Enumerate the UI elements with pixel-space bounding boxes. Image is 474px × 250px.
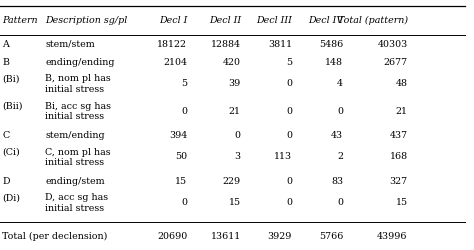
Text: ending/stem: ending/stem	[45, 177, 105, 186]
Text: 2: 2	[337, 152, 343, 161]
Text: 12884: 12884	[211, 40, 241, 48]
Text: C, nom pl has: C, nom pl has	[45, 148, 110, 157]
Text: 15: 15	[228, 198, 241, 207]
Text: 0: 0	[286, 79, 292, 88]
Text: Pattern: Pattern	[2, 16, 38, 25]
Text: 5486: 5486	[319, 40, 343, 48]
Text: 0: 0	[181, 106, 187, 116]
Text: 3811: 3811	[268, 40, 292, 48]
Text: B: B	[2, 58, 9, 67]
Text: 21: 21	[396, 106, 408, 116]
Text: 50: 50	[175, 152, 187, 161]
Text: 113: 113	[274, 152, 292, 161]
Text: (Bi): (Bi)	[2, 74, 20, 84]
Text: 0: 0	[286, 131, 292, 140]
Text: 20690: 20690	[157, 232, 187, 241]
Text: initial stress: initial stress	[45, 84, 104, 94]
Text: Decl I: Decl I	[159, 16, 187, 25]
Text: (Di): (Di)	[2, 194, 20, 202]
Text: 21: 21	[229, 106, 241, 116]
Text: 13611: 13611	[210, 232, 241, 241]
Text: 48: 48	[396, 79, 408, 88]
Text: 437: 437	[390, 131, 408, 140]
Text: 0: 0	[337, 106, 343, 116]
Text: D, acc sg has: D, acc sg has	[45, 194, 108, 202]
Text: 2104: 2104	[163, 58, 187, 67]
Text: 0: 0	[286, 106, 292, 116]
Text: Bi, acc sg has: Bi, acc sg has	[45, 102, 111, 111]
Text: 0: 0	[286, 177, 292, 186]
Text: 83: 83	[331, 177, 343, 186]
Text: 0: 0	[286, 198, 292, 207]
Text: stem/ending: stem/ending	[45, 131, 105, 140]
Text: 3929: 3929	[268, 232, 292, 241]
Text: C: C	[2, 131, 9, 140]
Text: Total (pattern): Total (pattern)	[337, 16, 408, 26]
Text: 2677: 2677	[383, 58, 408, 67]
Text: (Bii): (Bii)	[2, 102, 23, 111]
Text: 15: 15	[395, 198, 408, 207]
Text: Decl IV: Decl IV	[308, 16, 343, 25]
Text: 327: 327	[390, 177, 408, 186]
Text: ending/ending: ending/ending	[45, 58, 115, 67]
Text: 15: 15	[175, 177, 187, 186]
Text: initial stress: initial stress	[45, 158, 104, 167]
Text: 394: 394	[169, 131, 187, 140]
Text: Total (per declension): Total (per declension)	[2, 232, 108, 241]
Text: 39: 39	[228, 79, 241, 88]
Text: D: D	[2, 177, 10, 186]
Text: Decl II: Decl II	[209, 16, 241, 25]
Text: initial stress: initial stress	[45, 204, 104, 212]
Text: 0: 0	[181, 198, 187, 207]
Text: 420: 420	[223, 58, 241, 67]
Text: 18122: 18122	[157, 40, 187, 48]
Text: (Ci): (Ci)	[2, 148, 20, 157]
Text: 229: 229	[223, 177, 241, 186]
Text: stem/stem: stem/stem	[45, 40, 95, 48]
Text: 40303: 40303	[377, 40, 408, 48]
Text: 43996: 43996	[377, 232, 408, 241]
Text: 5766: 5766	[319, 232, 343, 241]
Text: 148: 148	[325, 58, 343, 67]
Text: 0: 0	[337, 198, 343, 207]
Text: 4: 4	[337, 79, 343, 88]
Text: 5: 5	[286, 58, 292, 67]
Text: A: A	[2, 40, 9, 48]
Text: B, nom pl has: B, nom pl has	[45, 74, 111, 84]
Text: Description sg/pl: Description sg/pl	[45, 16, 128, 25]
Text: Decl III: Decl III	[256, 16, 292, 25]
Text: 3: 3	[235, 152, 241, 161]
Text: 0: 0	[235, 131, 241, 140]
Text: initial stress: initial stress	[45, 112, 104, 121]
Text: 43: 43	[331, 131, 343, 140]
Text: 168: 168	[390, 152, 408, 161]
Text: 5: 5	[181, 79, 187, 88]
